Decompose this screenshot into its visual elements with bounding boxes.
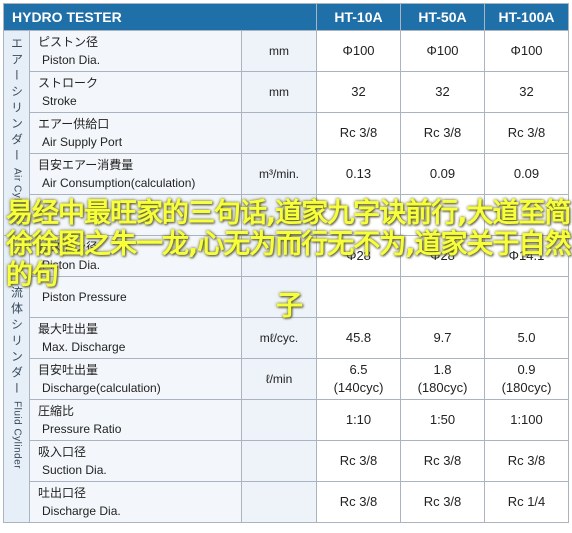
item-cell: ストローク Stroke bbox=[29, 71, 242, 113]
value-cell: 32 bbox=[484, 71, 569, 113]
value-cell: Rc 3/8 bbox=[316, 112, 401, 154]
value-cell: Φ100 bbox=[484, 30, 569, 72]
table-row: 最大吐出量 Max. Discharge mℓ/cyc. 45.8 9.7 5.0 bbox=[4, 317, 569, 359]
value-cell: 1.8 (180cyc) bbox=[400, 358, 485, 400]
table-row: 目安エアー消費量 Air Consumption(calculation) m³/… bbox=[4, 153, 569, 195]
value-cell: 1:100 bbox=[484, 399, 569, 441]
unit-cell bbox=[241, 112, 317, 154]
model-header-1: HT-10A bbox=[316, 3, 401, 31]
group-label-jp: エアーシリンダー bbox=[9, 37, 24, 166]
value-cell: Φ14.1 bbox=[484, 235, 569, 277]
group-fluid-cylinder: 流体シリンダー Fluid Cylinder bbox=[3, 235, 30, 523]
table-row: 吐出口径 Discharge Dia. Rc 3/8 Rc 3/8 Rc 1/4 bbox=[4, 481, 569, 523]
value-cell: 0.09 bbox=[400, 153, 485, 195]
table-row: ストローク Stroke mm 32 32 32 bbox=[4, 71, 569, 113]
item-cell: 最大吐出量 Max. Discharge bbox=[29, 317, 242, 359]
table-row: 圧縮比 Pressure Ratio 1:10 1:50 1:100 bbox=[4, 399, 569, 441]
unit-cell bbox=[241, 481, 317, 523]
value-cell: 6.5 (140cyc) bbox=[316, 358, 401, 400]
value-cell: 0.09 bbox=[484, 153, 569, 195]
value-cell: 0.13 bbox=[316, 153, 401, 195]
table-row: エアーシリンダー Air Cylinder ピストン径 Piston Dia. mm… bbox=[3, 30, 569, 236]
table-row: Piston Pressure bbox=[4, 276, 569, 318]
value-cell: 45.8 bbox=[316, 317, 401, 359]
unit-cell: mm bbox=[241, 30, 317, 72]
value-cell: Φ100 bbox=[400, 30, 485, 72]
group-air-cylinder: エアーシリンダー Air Cylinder bbox=[3, 30, 30, 236]
value-cell: Φ28 bbox=[400, 235, 485, 277]
value-cell: Rc 3/8 bbox=[400, 440, 485, 482]
table-row bbox=[4, 194, 569, 236]
value-cell: Rc 3/8 bbox=[316, 481, 401, 523]
value-cell: 32 bbox=[400, 71, 485, 113]
model-header-2: HT-50A bbox=[400, 3, 485, 31]
spec-table: HYDRO TESTER HT-10A HT-50A HT-100A エアーシリ… bbox=[3, 3, 569, 523]
value-cell: 9.7 bbox=[400, 317, 485, 359]
unit-cell bbox=[241, 235, 317, 277]
unit-cell: ℓ/min bbox=[241, 358, 317, 400]
item-cell: 吸入口径 Suction Dia. bbox=[29, 440, 242, 482]
item-cell: 圧縮比 Pressure Ratio bbox=[29, 399, 242, 441]
value-cell: 1:50 bbox=[400, 399, 485, 441]
item-cell: ピストン径 Piston Dia. bbox=[29, 30, 242, 72]
item-cell: 目安吐出量 Discharge(calculation) bbox=[29, 358, 242, 400]
value-cell bbox=[316, 194, 401, 236]
unit-cell bbox=[241, 194, 317, 236]
item-cell: 目安エアー消費量 Air Consumption(calculation) bbox=[29, 153, 242, 195]
value-cell: 5.0 bbox=[484, 317, 569, 359]
unit-cell bbox=[241, 440, 317, 482]
value-cell: Rc 3/8 bbox=[400, 481, 485, 523]
value-cell: Rc 3/8 bbox=[484, 112, 569, 154]
unit-cell: mℓ/cyc. bbox=[241, 317, 317, 359]
table-row: 吸入口径 Suction Dia. Rc 3/8 Rc 3/8 Rc 3/8 bbox=[4, 440, 569, 482]
value-cell: 32 bbox=[316, 71, 401, 113]
group-label-jp: 流体シリンダー bbox=[9, 285, 24, 398]
value-cell bbox=[484, 276, 569, 318]
value-cell bbox=[484, 194, 569, 236]
unit-cell: m³/min. bbox=[241, 153, 317, 195]
value-cell: Φ100 bbox=[316, 30, 401, 72]
item-cell: エアー供給口 Air Supply Port bbox=[29, 112, 242, 154]
unit-cell: mm bbox=[241, 71, 317, 113]
unit-cell bbox=[241, 276, 317, 318]
model-header-3: HT-100A bbox=[484, 3, 569, 31]
value-cell: Rc 3/8 bbox=[400, 112, 485, 154]
header-row: HYDRO TESTER HT-10A HT-50A HT-100A bbox=[3, 3, 569, 31]
table-row: 目安吐出量 Discharge(calculation) ℓ/min 6.5 (14… bbox=[4, 358, 569, 400]
table-row: エアー供給口 Air Supply Port Rc 3/8 Rc 3/8 Rc 3… bbox=[4, 112, 569, 154]
table-row: 流体シリンダー Fluid Cylinder ピストン径 Piston Dia. Φ… bbox=[3, 235, 569, 523]
item-cell bbox=[29, 194, 242, 236]
value-cell bbox=[400, 276, 485, 318]
value-cell: Rc 1/4 bbox=[484, 481, 569, 523]
value-cell: Rc 3/8 bbox=[316, 440, 401, 482]
group-label-en: Air Cylinder bbox=[11, 168, 23, 226]
value-cell: Rc 3/8 bbox=[484, 440, 569, 482]
item-cell: 吐出口径 Discharge Dia. bbox=[29, 481, 242, 523]
value-cell bbox=[316, 276, 401, 318]
item-cell: ピストン径 Piston Dia. bbox=[29, 235, 242, 277]
group-label-en: Fluid Cylinder bbox=[11, 400, 23, 470]
value-cell bbox=[400, 194, 485, 236]
item-cell: Piston Pressure bbox=[29, 276, 242, 318]
value-cell: 1:10 bbox=[316, 399, 401, 441]
table-title: HYDRO TESTER bbox=[3, 3, 317, 31]
value-cell: 0.9 (180cyc) bbox=[484, 358, 569, 400]
value-cell: Φ28 bbox=[316, 235, 401, 277]
unit-cell bbox=[241, 399, 317, 441]
